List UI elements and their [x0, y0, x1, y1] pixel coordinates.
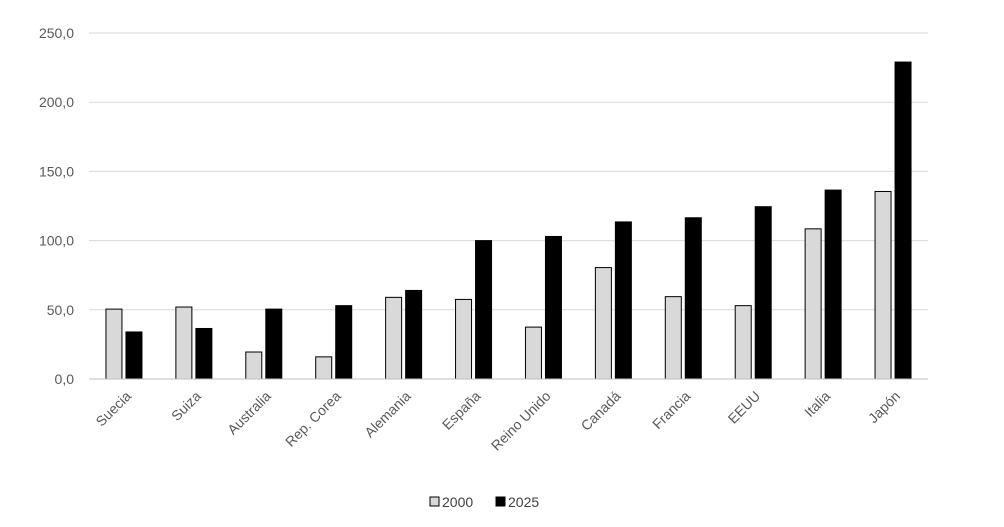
legend-label-2000: 2000 [442, 494, 473, 510]
bar-2025-francia [684, 217, 702, 380]
x-category-label: Rep. Corea [282, 388, 344, 450]
y-tick-label: 50,0 [47, 302, 74, 318]
bar-2025-espa-a [475, 240, 493, 380]
bar-2000-reino-unido [524, 326, 542, 380]
x-category-label: España [439, 388, 484, 433]
x-category-label: Francia [649, 388, 693, 432]
x-category-label: Canadá [578, 388, 624, 434]
x-category-label: Suiza [168, 388, 204, 424]
bar-2000-suiza [175, 306, 193, 380]
x-category-label: Italia [801, 388, 833, 420]
x-category-label: Australia [224, 388, 274, 438]
gridlines [89, 32, 928, 311]
bar-2025-rep-corea [335, 305, 353, 380]
legend: 2000 2025 [429, 494, 539, 510]
y-tick-label: 100,0 [39, 233, 74, 249]
bar-2000-australia [245, 351, 263, 380]
bar-2025-suiza [195, 327, 213, 380]
bar-2025-jap-n [894, 61, 912, 380]
legend-label-2025: 2025 [508, 494, 539, 510]
y-tick-label: 250,0 [39, 25, 74, 41]
bar-2025-alemania [405, 289, 423, 380]
bar-2000-alemania [385, 296, 403, 380]
x-category-label: Reino Unido [488, 388, 554, 454]
bar-2025-australia [265, 308, 283, 380]
bar-2025-reino-unido [544, 235, 562, 380]
bar-2000-jap-n [874, 190, 892, 380]
y-tick-label: 150,0 [39, 163, 74, 179]
bar-2025-canad- [614, 221, 632, 380]
bar-2000-italia [804, 228, 822, 380]
bar-2000-canad- [594, 267, 612, 380]
bar-2025-eeuu [754, 206, 772, 380]
bar-2000-espa-a [455, 298, 473, 380]
bar-2000-eeuu [734, 305, 752, 380]
x-category-label: Japón [865, 388, 903, 426]
bar-2025-italia [824, 189, 842, 380]
bar-2000-francia [664, 296, 682, 380]
bar-2000-suecia [105, 308, 123, 380]
bar-2025-suecia [125, 331, 143, 380]
bar-2000-rep-corea [315, 356, 333, 380]
x-category-label: EEUU [725, 388, 764, 427]
x-category-label: Alemania [361, 388, 414, 441]
y-tick-label: 200,0 [39, 94, 74, 110]
legend-swatch-2000 [429, 496, 440, 507]
y-tick-label: 0,0 [55, 371, 75, 387]
legend-swatch-2025 [495, 496, 506, 507]
x-axis-category-labels: Suecia Suiza Australia Rep. Corea Alemania Es… [92, 388, 903, 454]
y-axis-tick-labels: 0,0 50,0 100,0 150,0 200,0 250,0 [39, 25, 74, 387]
x-category-label: Suecia [92, 388, 134, 430]
bars [105, 61, 912, 380]
